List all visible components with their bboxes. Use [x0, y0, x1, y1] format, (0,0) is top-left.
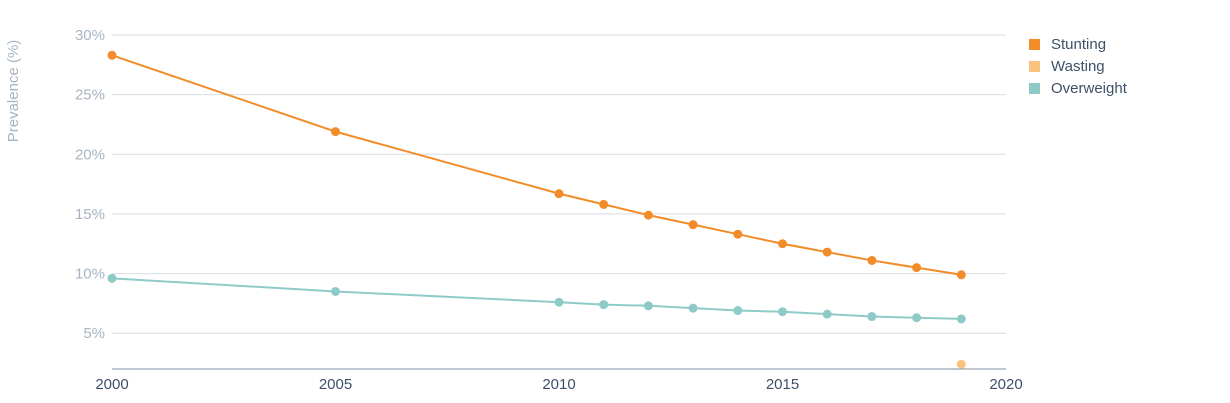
wasting-point[interactable] [956, 359, 966, 369]
stunting-point[interactable] [554, 189, 564, 199]
legend-item-wasting[interactable]: Wasting [1029, 55, 1127, 77]
overweight-point[interactable] [778, 307, 787, 317]
y-tick-labels: 5% 10% 15% 20% 25% 30% [75, 27, 105, 342]
x-tick-label: 2000 [95, 376, 128, 393]
stunting-point[interactable] [733, 229, 743, 239]
overweight-point[interactable] [867, 312, 877, 322]
stunting-point[interactable] [643, 210, 653, 220]
overweight-point[interactable] [643, 301, 653, 311]
legend-label: Overweight [1051, 79, 1127, 97]
wasting-swatch [1029, 60, 1040, 72]
stunting-point[interactable] [867, 255, 877, 265]
stunting-point[interactable] [107, 50, 117, 60]
x-tick-label: 2005 [319, 376, 352, 393]
legend-label: Stunting [1051, 35, 1107, 53]
overweight-point[interactable] [733, 306, 743, 316]
stunting-point[interactable] [599, 199, 609, 209]
overweight-swatch [1029, 82, 1040, 94]
stunting-point[interactable] [822, 247, 832, 257]
stunting-point[interactable] [688, 220, 698, 230]
legend-item-stunting[interactable]: Stunting [1029, 33, 1127, 55]
overweight-point[interactable] [599, 300, 609, 310]
stunting-point[interactable] [331, 127, 340, 137]
legend: Stunting Wasting Overweight [1029, 33, 1127, 99]
overweight-point[interactable] [822, 309, 832, 319]
y-tick-label: 25% [75, 87, 105, 104]
x-tick-label: 2010 [542, 376, 575, 393]
overweight-point[interactable] [107, 273, 117, 283]
overweight-point[interactable] [688, 303, 698, 313]
y-tick-label: 10% [75, 266, 105, 283]
overweight-point[interactable] [956, 314, 966, 324]
x-tick-labels: 2000 2005 2010 2015 2020 [95, 376, 1022, 393]
legend-item-overweight[interactable]: Overweight [1029, 77, 1127, 99]
x-tick-label: 2020 [989, 376, 1022, 393]
y-tick-label: 30% [75, 27, 105, 44]
overweight-point[interactable] [554, 297, 564, 307]
x-tick-label: 2015 [766, 376, 799, 393]
wasting-series [956, 359, 966, 369]
stunting-line [111, 54, 962, 276]
legend-label: Wasting [1051, 57, 1105, 75]
stunting-point[interactable] [778, 239, 787, 249]
y-axis-label: Prevalence (%) [5, 40, 22, 143]
y-tick-label: 15% [75, 206, 105, 223]
stunting-point[interactable] [956, 270, 966, 280]
overweight-point[interactable] [912, 313, 922, 323]
stunting-point[interactable] [912, 263, 922, 273]
overweight-line [111, 277, 962, 320]
overweight-point[interactable] [331, 286, 340, 296]
y-tick-label: 20% [75, 146, 105, 163]
stunting-series [107, 50, 966, 280]
stunting-swatch [1029, 38, 1040, 50]
gridlines [112, 34, 1006, 334]
data-series [107, 50, 966, 369]
y-tick-label: 5% [83, 325, 105, 342]
overweight-series [107, 273, 966, 324]
